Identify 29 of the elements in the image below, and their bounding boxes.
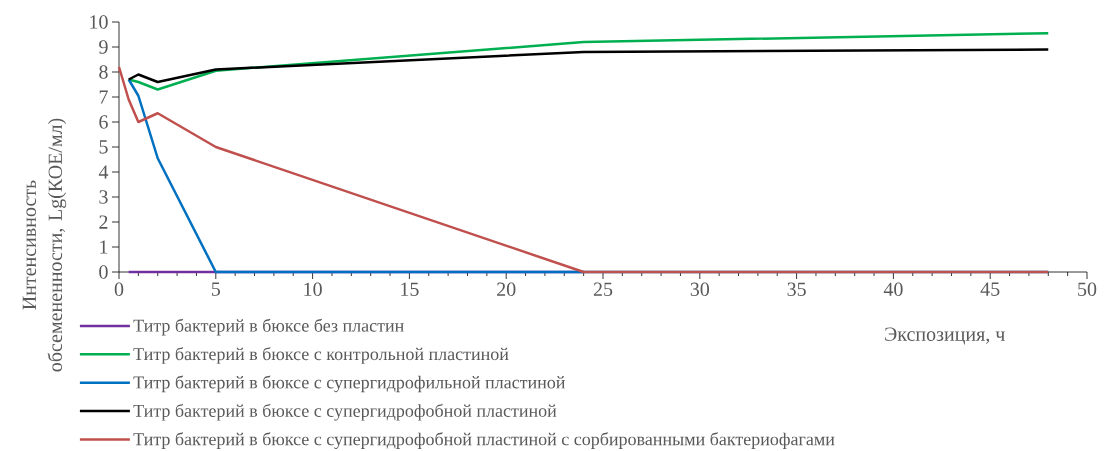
- legend-label: Титр бактерий в бюксе с супергидрофильной пластиной: [133, 375, 565, 393]
- y-tick-label: 10: [90, 15, 108, 29]
- y-tick-label: 7: [99, 90, 108, 104]
- x-tick-label: 45: [980, 282, 1000, 296]
- legend-label: Титр бактерий в бюксе с супергидрофобной пластиной с сорбированными бактериофагами: [133, 432, 835, 450]
- x-tick-label: 10: [304, 282, 322, 297]
- y-axis-title: Интенсивность обсемененности, Lg(КОЕ/мл): [22, 118, 67, 372]
- y-tick-label: 5: [99, 140, 108, 154]
- x-tick-label: 15: [401, 282, 419, 296]
- x-tick-label: 35: [787, 282, 806, 296]
- legend-label: Титр бактерий в бюксе с супергидрофобной пластиной: [133, 403, 557, 421]
- y-tick-label: 4: [98, 165, 109, 179]
- y-tick-label: 6: [99, 115, 108, 129]
- legend-label: Титр бактерий в бюксе с контрольной пластиной: [133, 347, 509, 364]
- x-tick-label: 30: [690, 282, 710, 297]
- y-tick-label: 0: [99, 265, 108, 279]
- x-tick-label: 0: [114, 282, 124, 297]
- x-tick-label: 40: [883, 282, 903, 297]
- x-tick-label: 25: [593, 282, 613, 296]
- x-tick-label: 50: [1078, 282, 1097, 297]
- y-tick-label: 1: [100, 240, 108, 254]
- y-tick-label: 8: [99, 65, 108, 79]
- y-tick-label: 2: [99, 215, 108, 229]
- y-tick-label: 9: [99, 40, 108, 54]
- x-axis-title: Экспозиция, ч: [885, 327, 1005, 345]
- x-tick-label: 5: [211, 282, 221, 296]
- x-tick-label: 20: [497, 282, 516, 297]
- legend-label: Титр бактерий в бюксе без пластин: [133, 318, 404, 336]
- y-tick-label: 3: [99, 190, 108, 204]
